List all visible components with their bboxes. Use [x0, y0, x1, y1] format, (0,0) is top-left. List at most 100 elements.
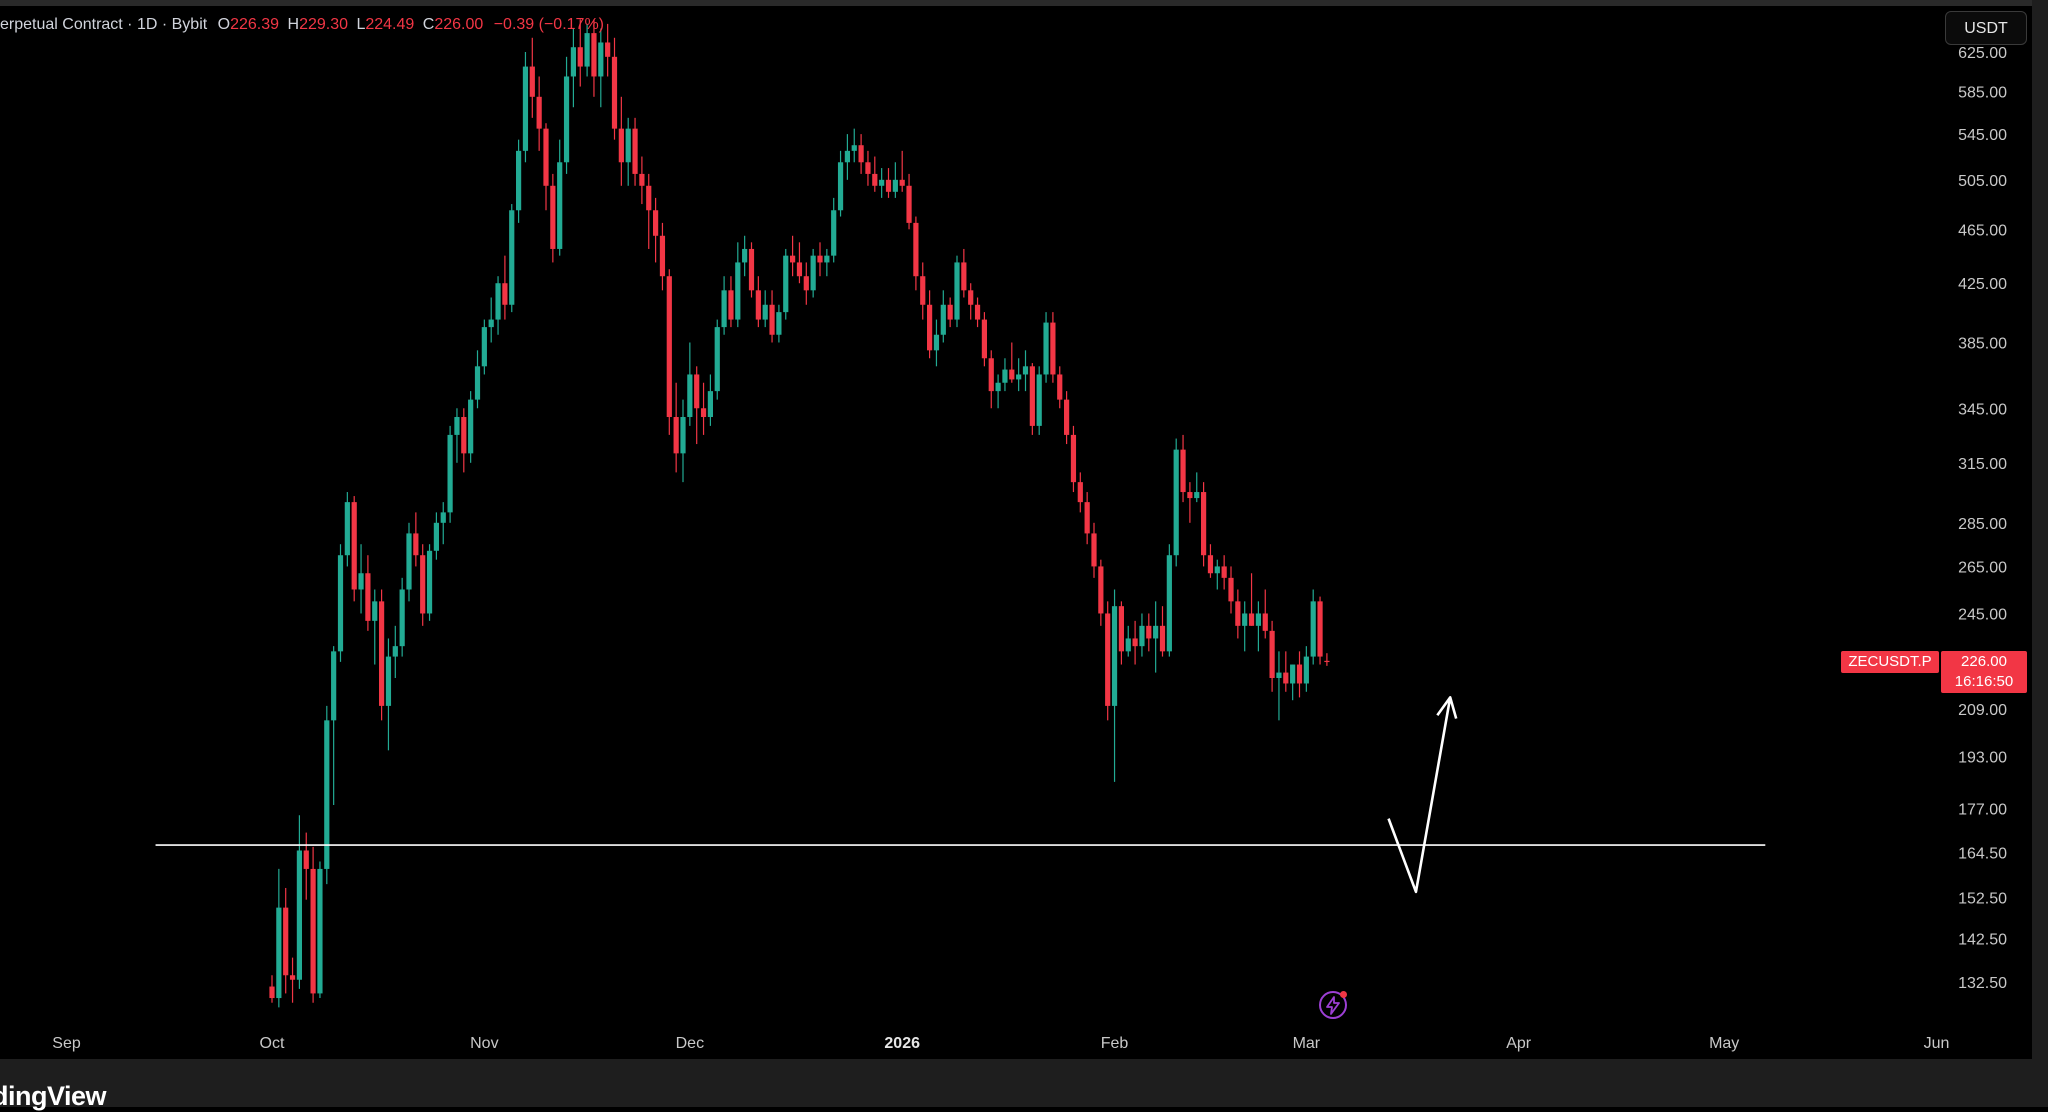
candle: [1310, 589, 1316, 665]
candle-body: [570, 47, 576, 77]
candle: [776, 304, 782, 343]
candle-body: [892, 179, 898, 192]
candle-body: [940, 304, 946, 335]
candle: [509, 204, 515, 313]
candle-body: [776, 312, 782, 335]
candle-body: [1173, 449, 1179, 556]
candle-body: [1077, 482, 1083, 503]
candle-body: [1283, 672, 1289, 684]
candle: [1016, 358, 1022, 392]
candle-body: [563, 76, 570, 163]
candle-body: [796, 262, 803, 277]
candle-body: [700, 408, 707, 418]
candle: [269, 975, 275, 1003]
candle: [639, 156, 645, 205]
candle: [536, 76, 542, 151]
notification-dot: [1340, 991, 1347, 998]
close-value: 226.00: [434, 16, 484, 33]
candle: [1201, 482, 1207, 567]
candle: [1118, 601, 1124, 665]
open-label: O: [217, 16, 231, 33]
last-price: 226.00: [1961, 653, 2007, 670]
candle: [1043, 312, 1049, 383]
candle: [1283, 651, 1289, 692]
candle-body: [392, 646, 398, 657]
candle-body: [1146, 625, 1152, 639]
candle: [1242, 601, 1248, 652]
candle: [289, 957, 296, 1003]
time-axis: Sep Oct Nov Dec 2026 Feb Mar Apr May Jun: [52, 1035, 1949, 1052]
candle-body: [748, 248, 755, 291]
chart-canvas[interactable]: 625.00 585.00 545.00 505.00 465.00 425.00 385.…: [0, 6, 2032, 1059]
candle: [570, 28, 576, 108]
chart-legend: erpetual Contract · 1D · Bybit O226.39 H…: [0, 16, 604, 34]
candle-body: [1221, 566, 1227, 578]
candle-body: [981, 319, 987, 359]
candle-body: [762, 304, 768, 320]
candle-body: [522, 66, 529, 151]
candle-body: [344, 502, 350, 556]
candle-body: [831, 210, 837, 256]
low-value: 224.49: [365, 16, 415, 33]
candle: [1166, 544, 1172, 657]
candle: [831, 197, 837, 263]
candle-body: [1187, 492, 1193, 499]
candle-body: [468, 399, 474, 454]
candle: [1057, 366, 1063, 409]
candle: [1173, 438, 1179, 567]
candle-body: [1310, 601, 1316, 657]
close-label: C: [422, 16, 435, 33]
candle-body: [666, 276, 672, 418]
candle-body: [790, 255, 796, 263]
candle: [879, 168, 885, 198]
candle-body: [1269, 630, 1275, 679]
candle-body: [988, 358, 994, 392]
price-axis: 625.00 585.00 545.00 505.00 465.00 425.00 385.…: [1958, 45, 2007, 992]
candle: [940, 290, 946, 343]
candle-body: [1002, 369, 1008, 383]
candle: [707, 374, 713, 426]
time-tick-label: Oct: [260, 1035, 285, 1052]
candle: [426, 544, 433, 621]
candle-body: [1016, 374, 1022, 380]
candle-body: [577, 47, 583, 67]
candle-body: [1098, 566, 1104, 614]
candle-body: [1228, 577, 1234, 602]
candle-body: [1105, 613, 1111, 706]
high-value: 229.30: [299, 16, 348, 33]
low-label: L: [356, 16, 366, 33]
candle: [516, 139, 522, 223]
candle-body: [1118, 606, 1124, 652]
candle: [988, 350, 994, 409]
lightning-bolt-icon[interactable]: [1319, 991, 1347, 1019]
chart-area[interactable]: 625.00 585.00 545.00 505.00 465.00 425.00 385.…: [0, 6, 2032, 1059]
candle: [858, 134, 864, 174]
candle-body: [283, 907, 289, 976]
candle: [920, 262, 926, 320]
currency-button[interactable]: USDT: [1945, 11, 2027, 45]
candle: [735, 242, 741, 328]
candle-body: [879, 179, 885, 186]
candle-body: [495, 283, 501, 320]
candle: [927, 290, 933, 359]
projection-arrow[interactable]: [1387, 697, 1452, 894]
candle-body: [289, 975, 296, 980]
candle: [392, 625, 398, 679]
price-tick-label: 209.00: [1958, 702, 2007, 719]
candle: [529, 37, 535, 118]
candle: [653, 197, 659, 263]
candle-body: [920, 276, 926, 305]
candle: [1029, 363, 1035, 435]
candle: [1159, 606, 1166, 657]
top-bar: [0, 0, 2048, 6]
candle-body: [735, 262, 741, 320]
candle: [618, 96, 624, 186]
candle-body: [420, 555, 426, 614]
candle-body: [1029, 366, 1035, 426]
candle-body: [933, 334, 940, 351]
candle: [454, 408, 460, 463]
candle-body: [1248, 613, 1255, 626]
candle-body: [1125, 638, 1131, 652]
candle-body: [509, 210, 515, 305]
candle-body: [865, 162, 871, 174]
